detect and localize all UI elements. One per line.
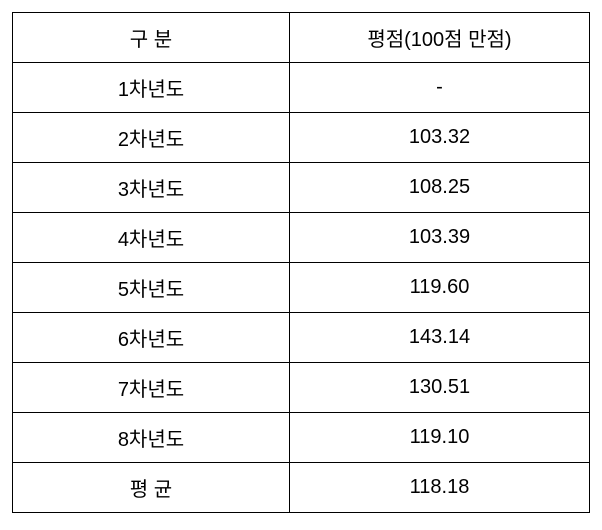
cell-score: 143.14	[289, 313, 589, 363]
cell-category: 3차년도	[13, 163, 290, 213]
table-row: 8차년도 119.10	[13, 413, 590, 463]
table-row: 6차년도 143.14	[13, 313, 590, 363]
cell-score: 119.10	[289, 413, 589, 463]
table-row: 4차년도 103.39	[13, 213, 590, 263]
cell-category: 7차년도	[13, 363, 290, 413]
table-row-average: 평 균 118.18	[13, 463, 590, 513]
cell-score: 119.60	[289, 263, 589, 313]
cell-score: 108.25	[289, 163, 589, 213]
table-row: 1차년도 -	[13, 63, 590, 113]
cell-score: -	[289, 63, 589, 113]
table-row: 7차년도 130.51	[13, 363, 590, 413]
table-row: 5차년도 119.60	[13, 263, 590, 313]
cell-category: 2차년도	[13, 113, 290, 163]
cell-category: 5차년도	[13, 263, 290, 313]
cell-category: 8차년도	[13, 413, 290, 463]
cell-score: 103.32	[289, 113, 589, 163]
score-table: 구 분 평점(100점 만점) 1차년도 - 2차년도 103.32 3차년도 …	[12, 12, 590, 513]
table-row: 2차년도 103.32	[13, 113, 590, 163]
cell-category: 1차년도	[13, 63, 290, 113]
cell-score-average: 118.18	[289, 463, 589, 513]
col-header-category: 구 분	[13, 13, 290, 63]
cell-score: 103.39	[289, 213, 589, 263]
cell-category: 6차년도	[13, 313, 290, 363]
cell-category-average: 평 균	[13, 463, 290, 513]
table-header-row: 구 분 평점(100점 만점)	[13, 13, 590, 63]
cell-category: 4차년도	[13, 213, 290, 263]
col-header-score: 평점(100점 만점)	[289, 13, 589, 63]
cell-score: 130.51	[289, 363, 589, 413]
table-row: 3차년도 108.25	[13, 163, 590, 213]
